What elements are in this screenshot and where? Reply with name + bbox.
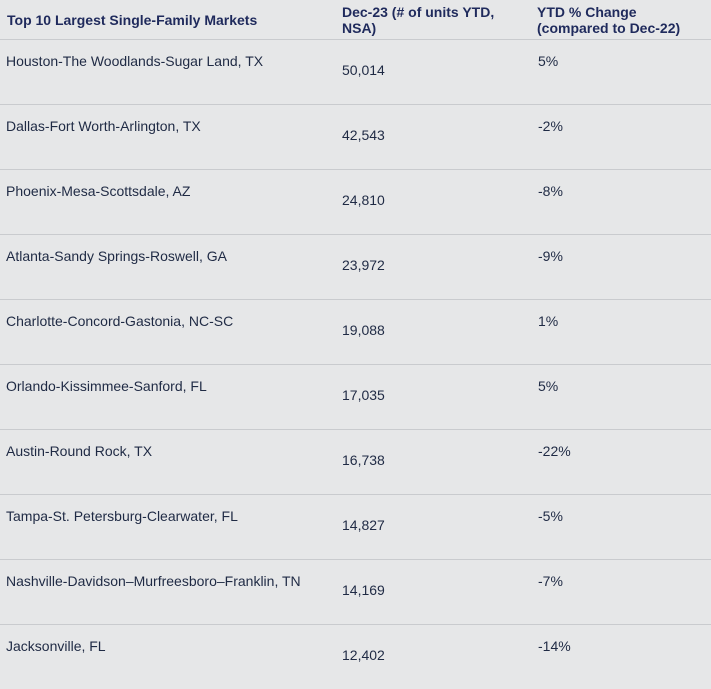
table-row: Atlanta-Sandy Springs-Roswell, GA 23,972…	[0, 235, 711, 300]
cell-change: 5%	[530, 365, 711, 430]
header-units: Dec-23 (# of units YTD, NSA)	[335, 0, 530, 40]
cell-change: 1%	[530, 300, 711, 365]
cell-change: -8%	[530, 170, 711, 235]
table-row: Orlando-Kissimmee-Sanford, FL 17,035 5%	[0, 365, 711, 430]
header-row: Top 10 Largest Single-Family Markets Dec…	[0, 0, 711, 40]
cell-market: Phoenix-Mesa-Scottsdale, AZ	[0, 170, 335, 235]
table-row: Jacksonville, FL 12,402 -14%	[0, 625, 711, 689]
cell-change: -22%	[530, 430, 711, 495]
cell-units: 42,543	[335, 105, 530, 170]
cell-market: Jacksonville, FL	[0, 625, 335, 689]
cell-units: 16,738	[335, 430, 530, 495]
cell-change: -7%	[530, 560, 711, 625]
cell-market: Charlotte-Concord-Gastonia, NC-SC	[0, 300, 335, 365]
cell-units: 23,972	[335, 235, 530, 300]
cell-units: 14,169	[335, 560, 530, 625]
cell-change: -9%	[530, 235, 711, 300]
cell-units: 12,402	[335, 625, 530, 689]
cell-market: Tampa-St. Petersburg-Clearwater, FL	[0, 495, 335, 560]
cell-units: 19,088	[335, 300, 530, 365]
table-header: Top 10 Largest Single-Family Markets Dec…	[0, 0, 711, 40]
table-row: Charlotte-Concord-Gastonia, NC-SC 19,088…	[0, 300, 711, 365]
cell-market: Houston-The Woodlands-Sugar Land, TX	[0, 40, 335, 105]
cell-units: 24,810	[335, 170, 530, 235]
table-row: Nashville-Davidson–Murfreesboro–Franklin…	[0, 560, 711, 625]
table-row: Tampa-St. Petersburg-Clearwater, FL 14,8…	[0, 495, 711, 560]
table-row: Austin-Round Rock, TX 16,738 -22%	[0, 430, 711, 495]
table-row: Houston-The Woodlands-Sugar Land, TX 50,…	[0, 40, 711, 105]
table-body: Houston-The Woodlands-Sugar Land, TX 50,…	[0, 40, 711, 689]
cell-units: 14,827	[335, 495, 530, 560]
cell-change: 5%	[530, 40, 711, 105]
table-row: Dallas-Fort Worth-Arlington, TX 42,543 -…	[0, 105, 711, 170]
cell-change: -14%	[530, 625, 711, 689]
cell-units: 17,035	[335, 365, 530, 430]
cell-change: -5%	[530, 495, 711, 560]
cell-market: Atlanta-Sandy Springs-Roswell, GA	[0, 235, 335, 300]
cell-market: Dallas-Fort Worth-Arlington, TX	[0, 105, 335, 170]
cell-change: -2%	[530, 105, 711, 170]
cell-market: Orlando-Kissimmee-Sanford, FL	[0, 365, 335, 430]
header-change: YTD % Change (compared to Dec-22)	[530, 0, 711, 40]
cell-units: 50,014	[335, 40, 530, 105]
table-row: Phoenix-Mesa-Scottsdale, AZ 24,810 -8%	[0, 170, 711, 235]
cell-market: Nashville-Davidson–Murfreesboro–Franklin…	[0, 560, 335, 625]
header-market: Top 10 Largest Single-Family Markets	[0, 0, 335, 40]
cell-market: Austin-Round Rock, TX	[0, 430, 335, 495]
